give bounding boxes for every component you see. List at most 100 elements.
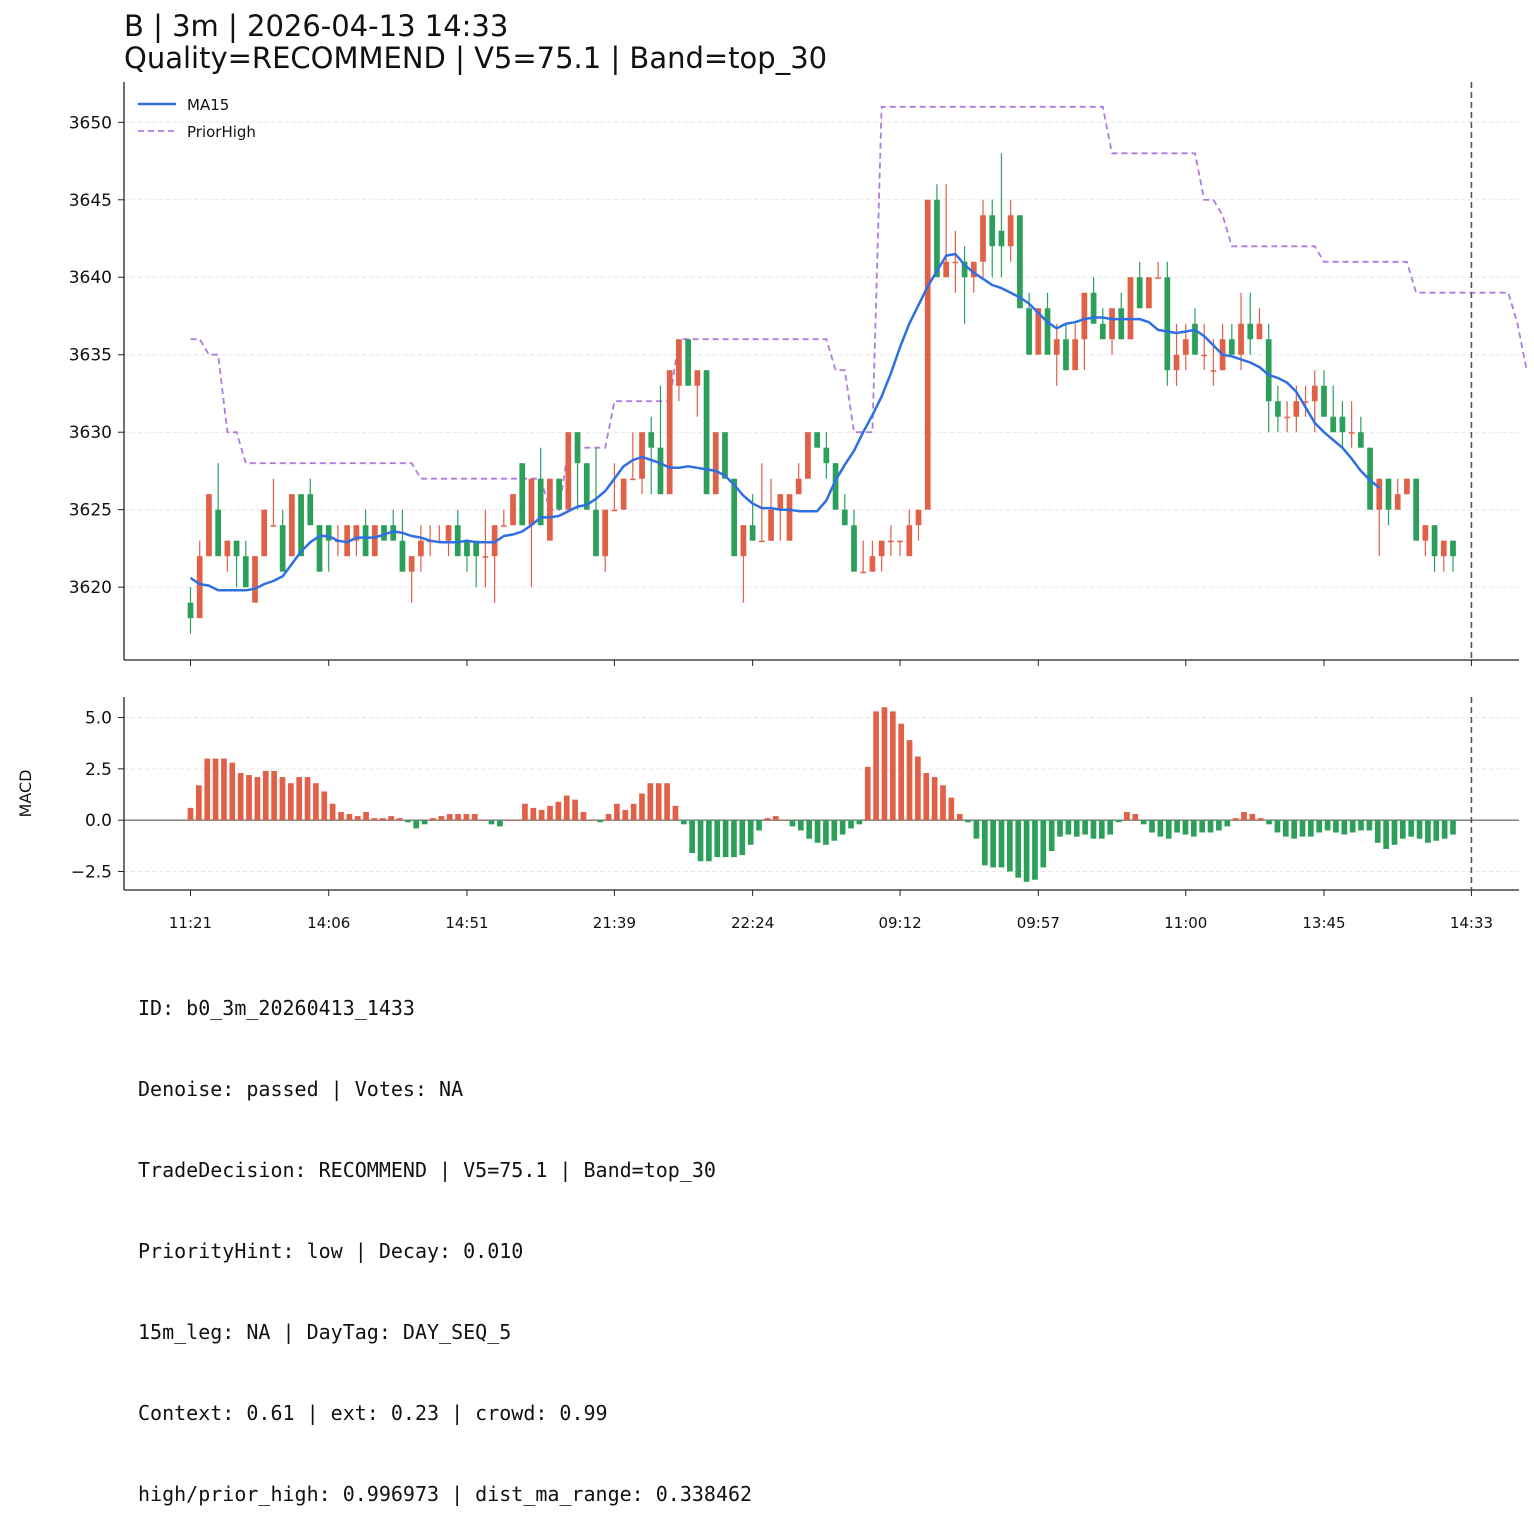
info-high-ratio: high/prior_high: 0.996973 | dist_ma_rang…: [138, 1482, 753, 1506]
candle-body: [1044, 308, 1051, 355]
macd-bar: [1057, 820, 1063, 837]
macd-bar: [1282, 820, 1289, 837]
candle-body: [657, 447, 664, 495]
macd-bar: [973, 820, 980, 839]
macd-bar: [262, 770, 269, 821]
macd-bar: [463, 814, 470, 821]
macd-bar: [1174, 820, 1180, 833]
candle-body: [1302, 401, 1309, 403]
macd-bar: [221, 758, 227, 821]
macd-bar: [714, 820, 721, 858]
candle-body: [353, 525, 360, 541]
macd-bar: [605, 814, 612, 821]
candle-body: [934, 199, 940, 278]
macd-bar: [497, 820, 503, 827]
macd-bar: [513, 820, 520, 821]
candle-body: [777, 494, 784, 510]
candle-body: [1228, 339, 1235, 355]
macd-bar: [354, 816, 361, 821]
macd-bar: [622, 809, 629, 821]
candle-body: [1173, 354, 1180, 371]
xtick-label: 09:12: [878, 914, 921, 932]
candle-body: [970, 261, 977, 278]
candle-body: [814, 432, 820, 448]
macd-bar: [881, 707, 888, 821]
candle-body: [712, 432, 719, 495]
candle-body: [1182, 339, 1189, 355]
macd-bar: [538, 809, 545, 821]
candle-body: [362, 525, 369, 557]
candle-body: [418, 540, 424, 557]
macd-bar: [981, 820, 988, 866]
candle-body: [897, 540, 903, 543]
candle-body: [445, 525, 452, 541]
chart-title-line1: B | 3m | 2026-04-13 14:33: [124, 9, 509, 43]
macd-bar: [647, 783, 654, 821]
macd-bar: [1199, 820, 1206, 833]
xtick-label: 14:51: [445, 914, 488, 932]
macd-bar: [413, 820, 420, 829]
candle-body: [528, 478, 535, 526]
candle-body: [1385, 478, 1392, 510]
candle-body: [206, 494, 212, 557]
macd-bar: [563, 795, 570, 821]
macd-bar: [455, 814, 461, 821]
macd-bar: [396, 818, 403, 821]
macd-bar: [229, 762, 236, 821]
macd-bar: [555, 801, 562, 821]
macd-bar: [329, 803, 336, 821]
macd-bar: [1216, 820, 1222, 831]
candle-body: [1017, 215, 1023, 309]
macd-bar: [889, 711, 896, 821]
macd-bar: [572, 799, 578, 821]
candle-body: [1210, 370, 1217, 372]
macd-bar: [998, 820, 1005, 868]
candle-body: [1081, 292, 1088, 340]
macd-bar: [680, 820, 687, 825]
macd-bar: [1291, 820, 1297, 839]
candle-body: [593, 509, 599, 557]
macd-bar: [1007, 820, 1013, 872]
macd-bar: [1408, 820, 1415, 837]
candle-body: [860, 571, 867, 574]
macd-bar: [1366, 820, 1373, 831]
candle-body: [196, 556, 203, 619]
candle-body: [648, 432, 655, 448]
macd-bar: [781, 820, 787, 821]
macd-bar: [480, 820, 486, 821]
macd-bar: [1190, 820, 1197, 837]
macd-bar: [187, 807, 194, 821]
macd-bar: [814, 820, 821, 843]
candle-body: [731, 478, 738, 557]
macd-bar: [1082, 820, 1088, 835]
macd-bar: [1433, 820, 1440, 841]
macd-bar: [1257, 818, 1264, 821]
candle-body: [298, 494, 304, 557]
candle-body: [289, 494, 295, 557]
candle-body: [1247, 323, 1254, 340]
macd-bar: [588, 820, 595, 821]
candle-body: [1311, 385, 1318, 402]
macd-bar: [664, 783, 670, 821]
macd-bar: [672, 805, 679, 821]
info-priority: PriorityHint: low | Decay: 0.010: [138, 1239, 524, 1263]
candle-body: [1192, 323, 1198, 355]
macd-bar: [739, 820, 746, 856]
macd-bar: [371, 818, 378, 821]
price-ytick-label: 3635: [69, 346, 112, 366]
candle-body: [344, 525, 351, 557]
macd-ylabel: MACD: [16, 770, 35, 818]
macd-ytick-label: 0.0: [85, 811, 112, 831]
macd-bar: [1149, 820, 1155, 833]
macd-bar: [446, 814, 453, 821]
macd-bar: [856, 820, 863, 825]
xtick-label: 14:33: [1450, 914, 1493, 932]
macd-bar: [789, 820, 796, 827]
candle-body: [252, 556, 258, 603]
candle-body: [851, 525, 857, 572]
candle-body: [786, 494, 793, 541]
candle-body: [1063, 339, 1069, 371]
candle-body: [491, 525, 498, 557]
macd-bar: [1383, 820, 1389, 849]
macd-bar: [1450, 820, 1456, 835]
